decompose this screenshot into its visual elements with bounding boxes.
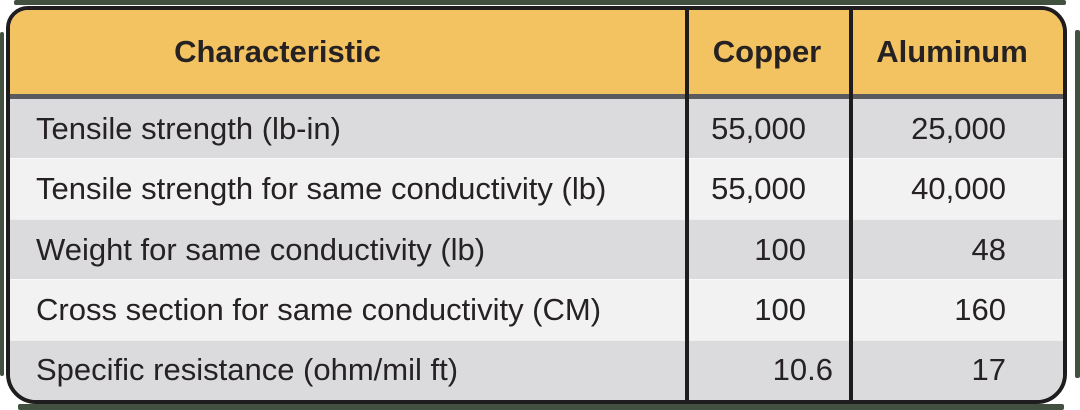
copper-value-cell: 55,000 xyxy=(711,110,806,146)
table-row: Tensile strength (lb-in) 55,000 25,000 xyxy=(10,99,1063,159)
table-row: Weight for same conductivity (lb) 100 48 xyxy=(10,218,1063,280)
row-label-cell: Cross section for same conductivity (CM) xyxy=(36,291,602,327)
row-label-cell: Specific resistance (ohm/mil ft) xyxy=(36,352,459,388)
header-cell-aluminum: Aluminum xyxy=(876,34,1028,69)
copper-value-cell: 10.6 xyxy=(772,352,833,388)
row-label-cell: Weight for same conductivity (lb) xyxy=(36,231,486,267)
table-row: Cross section for same conductivity (CM)… xyxy=(10,279,1063,340)
aluminum-value-cell: 40,000 xyxy=(911,171,1006,207)
copper-value-cell: 100 xyxy=(754,291,806,327)
table-body: Tensile strength (lb-in) 55,000 25,000 Tens… xyxy=(10,99,1063,400)
frame-edge-left xyxy=(0,32,4,376)
frame-edge-bottom xyxy=(18,404,1064,410)
table-header-row: Characteristic Copper Aluminum xyxy=(10,10,1063,99)
aluminum-value-cell: 48 xyxy=(971,231,1006,267)
aluminum-value-cell: 17 xyxy=(971,352,1006,388)
aluminum-value-cell: 25,000 xyxy=(911,110,1006,146)
aluminum-value-cell: 160 xyxy=(954,291,1006,327)
column-divider-1 xyxy=(685,10,689,400)
frame-edge-top xyxy=(14,0,1066,5)
column-divider-2 xyxy=(849,10,853,400)
copper-value-cell: 100 xyxy=(754,231,806,267)
copper-value-cell: 55,000 xyxy=(711,171,806,207)
table-row: Tensile strength for same conductivity (… xyxy=(10,158,1063,219)
row-label-cell: Tensile strength for same conductivity (… xyxy=(36,171,607,207)
frame-edge-right xyxy=(1075,30,1080,378)
row-label-cell: Tensile strength (lb-in) xyxy=(36,110,341,146)
table-row: Specific resistance (ohm/mil ft) 10.6 17 xyxy=(10,339,1063,400)
characteristics-table: Characteristic Copper Aluminum Tensile s… xyxy=(6,6,1067,404)
header-cell-copper: Copper xyxy=(712,34,822,69)
header-cell-characteristic: Characteristic xyxy=(174,34,381,69)
